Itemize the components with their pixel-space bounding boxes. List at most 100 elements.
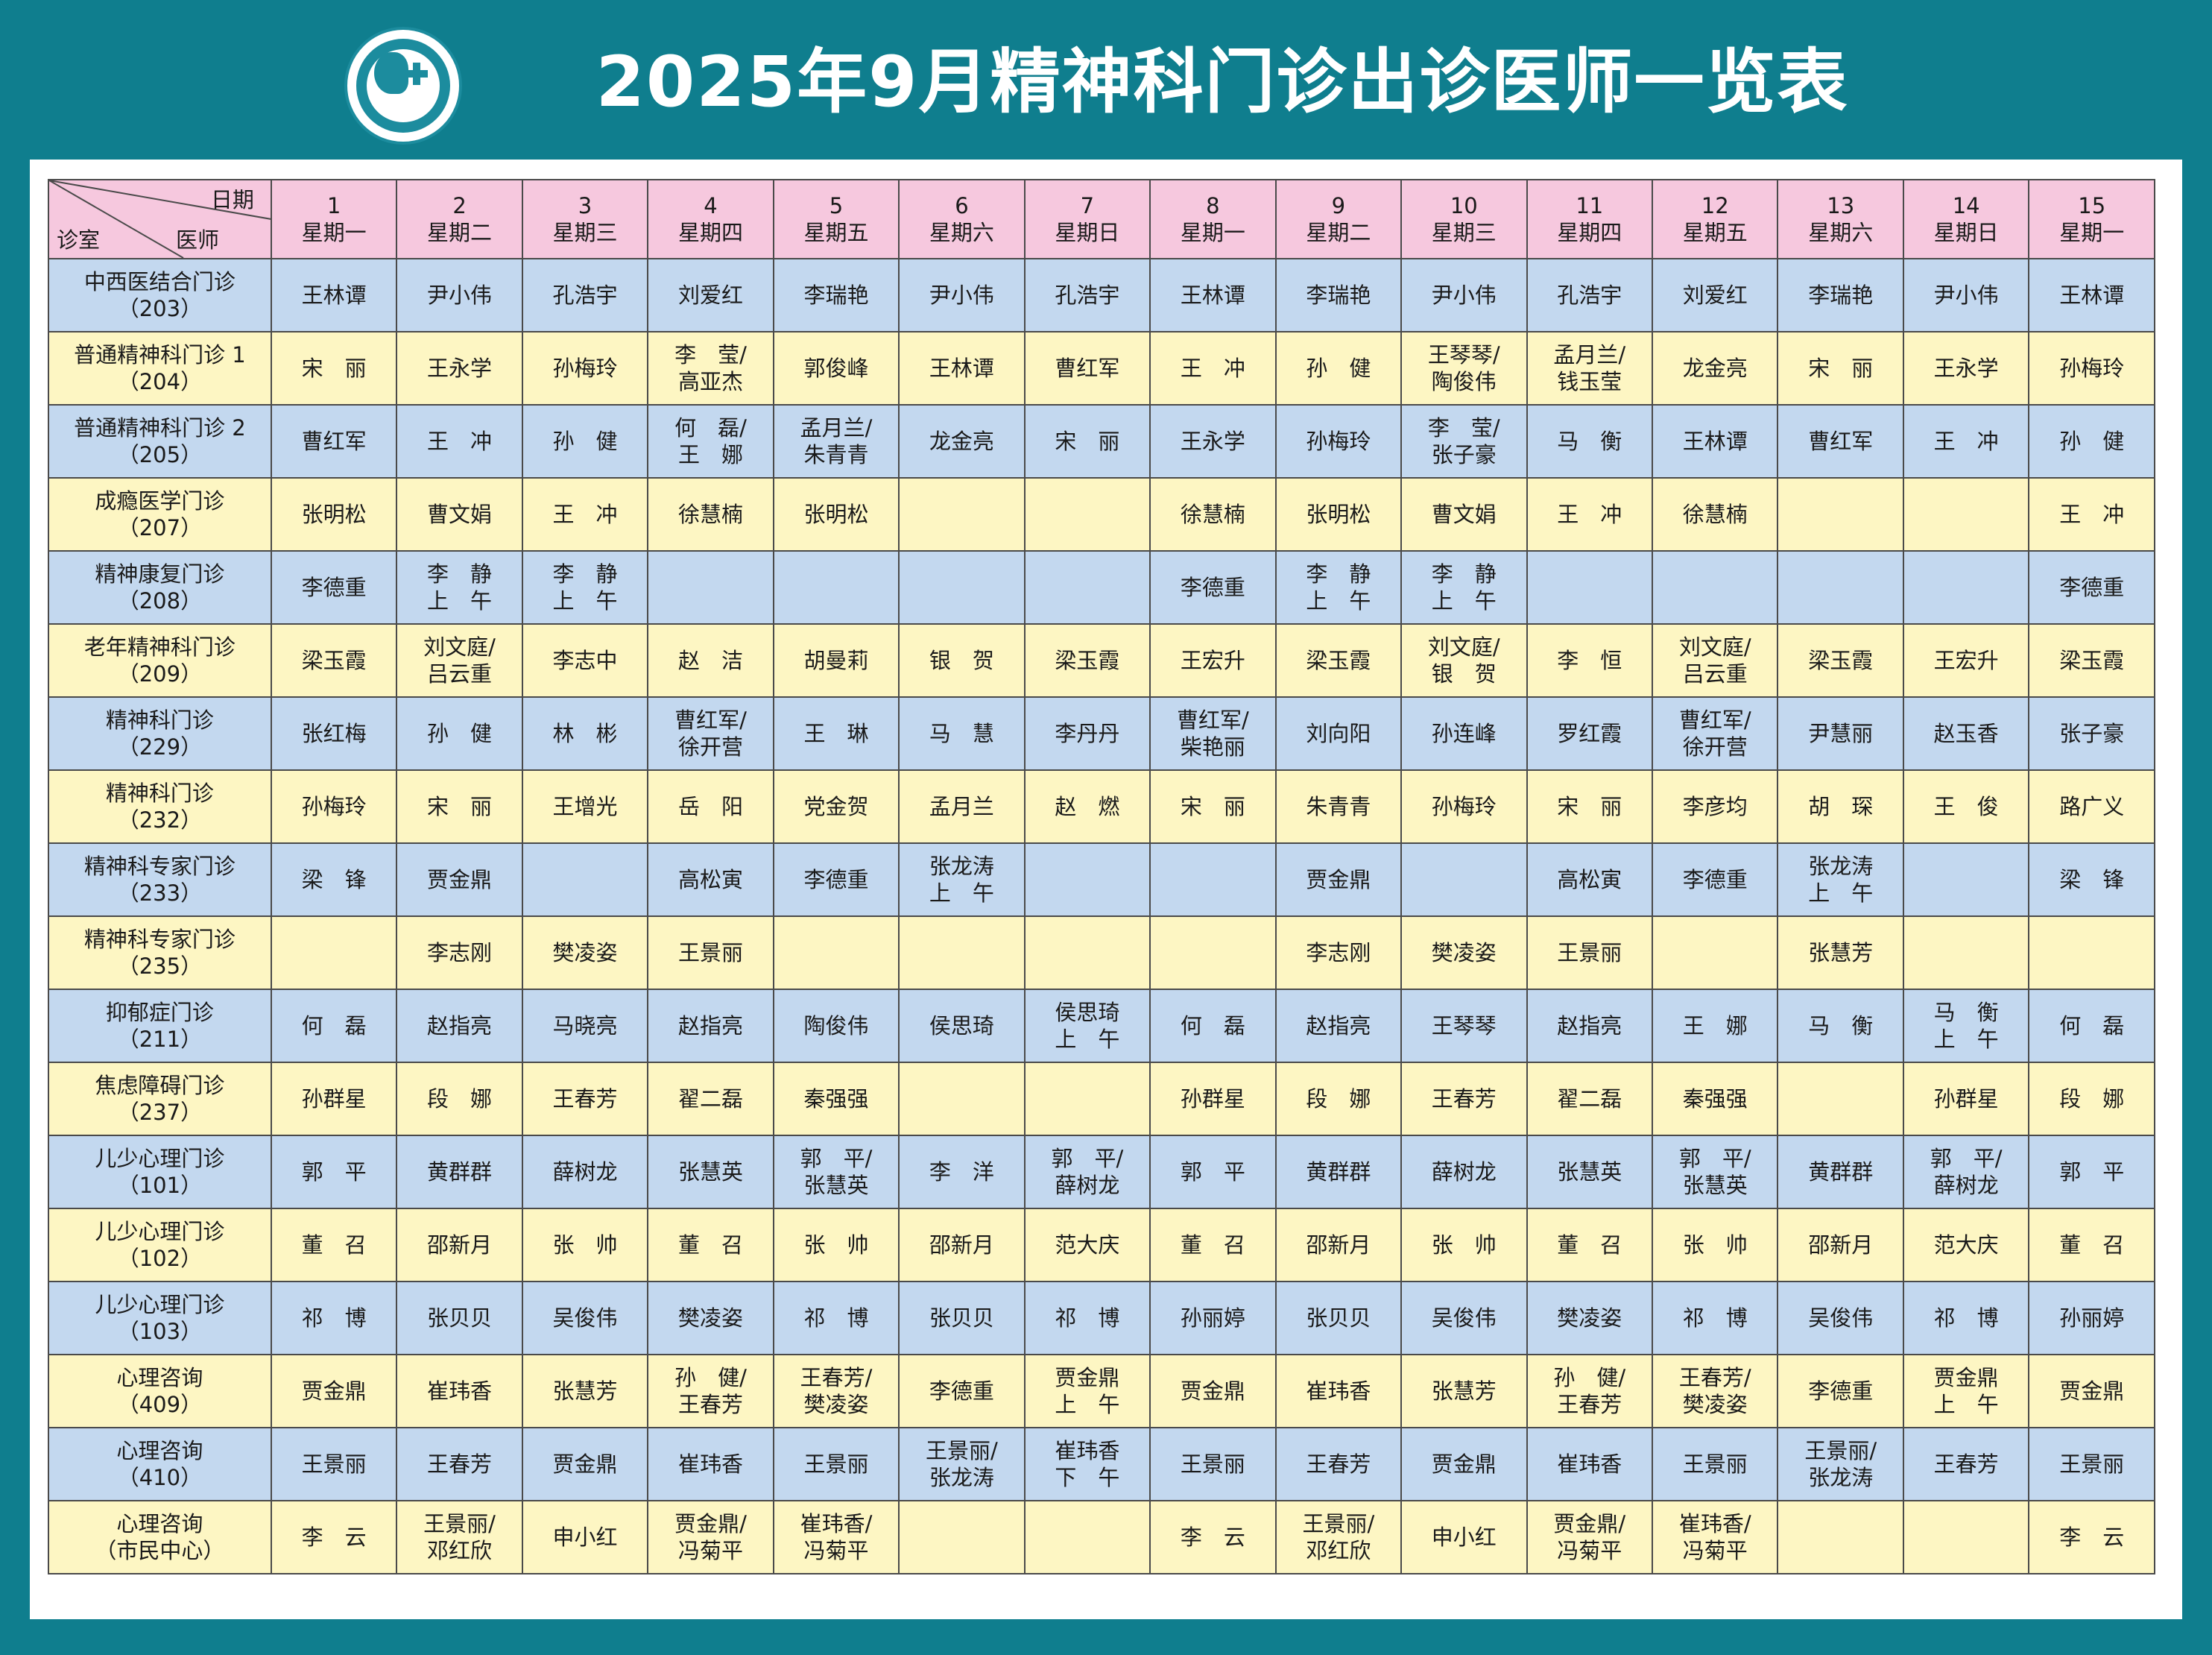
day-number: 10 <box>1450 193 1478 218</box>
doctor-name: 郭 平 <box>1180 1159 1245 1185</box>
doctor-name: 崔玮香 <box>1557 1451 1622 1477</box>
clinic-name: 抑郁症门诊 <box>105 1000 214 1025</box>
doctor-name: 王景丽 <box>301 1451 367 1477</box>
doctor-name: 邵新月 <box>1306 1232 1371 1258</box>
clinic-name: 普通精神科门诊 1 <box>74 342 246 368</box>
schedule-cell: 梁玉霞 <box>1274 623 1403 698</box>
doctor-name: 张龙涛 <box>1808 854 1874 879</box>
clinic-name: 心理咨询 <box>116 1511 203 1536</box>
clinic-name-cell: 精神科专家门诊 （233） <box>48 842 272 917</box>
doctor-name: 李瑞艳 <box>1306 283 1371 308</box>
schedule-cell <box>1023 1500 1151 1574</box>
schedule-cell: 张明松 <box>270 477 398 552</box>
clinic-room: （235） <box>117 953 203 979</box>
clinic-row: 普通精神科门诊 1 （204） 宋 丽 王永学 孙梅玲 李 莹/高亚杰 郭俊峰 王林谭 曹红军 王… <box>48 331 2155 406</box>
weekday: 星期日 <box>1933 220 1999 245</box>
schedule-cell: 张 帅 <box>521 1208 649 1282</box>
schedule-cell: 孙 健/王春芳 <box>647 1354 774 1428</box>
schedule-cell: 崔玮香 <box>1526 1427 1654 1501</box>
schedule-cell: 王 俊 <box>1902 769 2030 844</box>
doctor-name: 徐开营 <box>677 734 743 760</box>
doctor-name: 侯思琦 <box>1055 1000 1120 1025</box>
doctor-name: 贾金鼎/ <box>1553 1511 1626 1536</box>
schedule-cell <box>1149 842 1277 917</box>
schedule-cell: 郭 平 <box>270 1135 398 1209</box>
doctor-name: 王 冲 <box>552 502 618 527</box>
doctor-name: 孙 健 <box>1306 356 1371 381</box>
clinic-name-cell: 成瘾医学门诊 （207） <box>48 477 272 552</box>
schedule-cell: 梁玉霞 <box>2028 623 2155 698</box>
schedule-cell: 王景丽/邓红欣 <box>1274 1500 1403 1574</box>
schedule-cell: 李瑞艳 <box>1777 258 1904 332</box>
schedule-cell: 王宏升 <box>1149 623 1277 698</box>
doctor-name: 王琴琴/ <box>1427 342 1500 368</box>
doctor-name: 祁 博 <box>803 1305 869 1331</box>
schedule-cell: 何 磊 <box>1149 989 1277 1063</box>
schedule-cell: 王琴琴/陶俊伟 <box>1400 331 1528 406</box>
schedule-cell <box>1023 915 1151 990</box>
doctor-name: 李 莹/ <box>1427 415 1500 441</box>
schedule-cell: 孙群星 <box>270 1062 398 1136</box>
schedule-cell: 王林谭 <box>270 258 398 332</box>
weekday: 星期六 <box>929 220 994 245</box>
schedule-cell: 侯思琦上 午 <box>1023 989 1151 1063</box>
doctor-name: 孙 健 <box>2059 429 2125 454</box>
corner-date-label: 日期 <box>210 187 254 212</box>
doctor-name: 朱青青 <box>803 442 869 467</box>
schedule-cell: 贾金鼎 <box>1400 1427 1528 1501</box>
doctor-name: 曹红军 <box>1055 356 1120 381</box>
schedule-cell: 孙梅玲 <box>1400 769 1528 844</box>
doctor-name: 张子豪 <box>2059 721 2125 746</box>
doctor-name: 王林谭 <box>929 356 994 381</box>
doctor-name: 徐慧楠 <box>1180 502 1245 527</box>
schedule-cell: 张明松 <box>1274 477 1403 552</box>
schedule-cell: 孟月兰/钱玉莹 <box>1526 331 1654 406</box>
schedule-cell: 范大庆 <box>1902 1208 2030 1282</box>
doctor-name: 宋 丽 <box>301 356 367 381</box>
schedule-cell: 翟二磊 <box>647 1062 774 1136</box>
doctor-name: 曹文娟 <box>427 502 493 527</box>
schedule-cell: 贾金鼎/冯菊平 <box>1526 1500 1654 1574</box>
doctor-name: 王春芳 <box>677 1392 743 1417</box>
schedule-cell: 王景丽 <box>1149 1427 1277 1501</box>
schedule-cell: 祁 博 <box>772 1281 900 1355</box>
schedule-cell: 孙群星 <box>1902 1062 2030 1136</box>
schedule-cell: 李瑞艳 <box>772 258 900 332</box>
doctor-name: 樊凌姿 <box>552 940 618 965</box>
doctor-name: 李德重 <box>2059 575 2125 600</box>
clinic-room: （410） <box>117 1465 203 1490</box>
schedule-cell: 贾金鼎 <box>2028 1354 2155 1428</box>
doctor-name: 董 召 <box>677 1232 743 1258</box>
doctor-name: 孙丽婷 <box>1180 1305 1245 1331</box>
schedule-cell: 刘爱红 <box>1651 258 1779 332</box>
doctor-name: 孔浩宇 <box>552 283 618 308</box>
schedule-cell: 李 静上 午 <box>521 550 649 625</box>
doctor-name: 孙 健/ <box>674 1365 747 1390</box>
clinic-row: 儿少心理门诊 （101）郭 平黄群群 薛树龙 张慧英郭 平/张慧英李 洋郭 平/薛树龙… <box>48 1135 2155 1209</box>
clinic-name-cell: 普通精神科门诊 2 （205） <box>48 404 272 479</box>
schedule-panel: 日期 医师 诊室 1 星期一 2 星期二 3 星期三 4 星期四 5 星期五 6 星期六 7 星期日 8 星期一 9 星… <box>30 160 2182 1619</box>
schedule-cell: 董 召 <box>2028 1208 2155 1282</box>
schedule-cell <box>1023 550 1151 625</box>
doctor-name: 路广义 <box>2059 794 2125 819</box>
schedule-cell: 曹红军/徐开营 <box>1651 696 1779 771</box>
clinic-name-cell: 普通精神科门诊 1 （204） <box>48 331 272 406</box>
clinic-room: （102） <box>117 1246 203 1271</box>
schedule-cell: 董 召 <box>1526 1208 1654 1282</box>
day-number: 12 <box>1701 193 1729 218</box>
doctor-name: 朱青青 <box>1306 794 1371 819</box>
doctor-name: 上 午 <box>1431 588 1497 614</box>
schedule-cell: 郭 平/张慧英 <box>1651 1135 1779 1209</box>
schedule-cell: 李 云 <box>2028 1500 2155 1574</box>
doctor-name: 李丹丹 <box>1055 721 1120 746</box>
doctor-name: 马 衡 <box>1557 429 1622 454</box>
doctor-name: 何 磊 <box>301 1013 367 1038</box>
clinic-name-cell: 儿少心理门诊 （102） <box>48 1208 272 1282</box>
doctor-name: 刘文庭/ <box>1678 634 1751 660</box>
schedule-cell: 孙丽婷 <box>2028 1281 2155 1355</box>
schedule-cell: 贾金鼎 <box>521 1427 649 1501</box>
schedule-cell: 孙 健/王春芳 <box>1526 1354 1654 1428</box>
doctor-name: 孙群星 <box>301 1086 367 1112</box>
doctor-name: 徐慧楠 <box>1682 502 1748 527</box>
clinic-name: 精神科专家门诊 <box>83 927 236 952</box>
